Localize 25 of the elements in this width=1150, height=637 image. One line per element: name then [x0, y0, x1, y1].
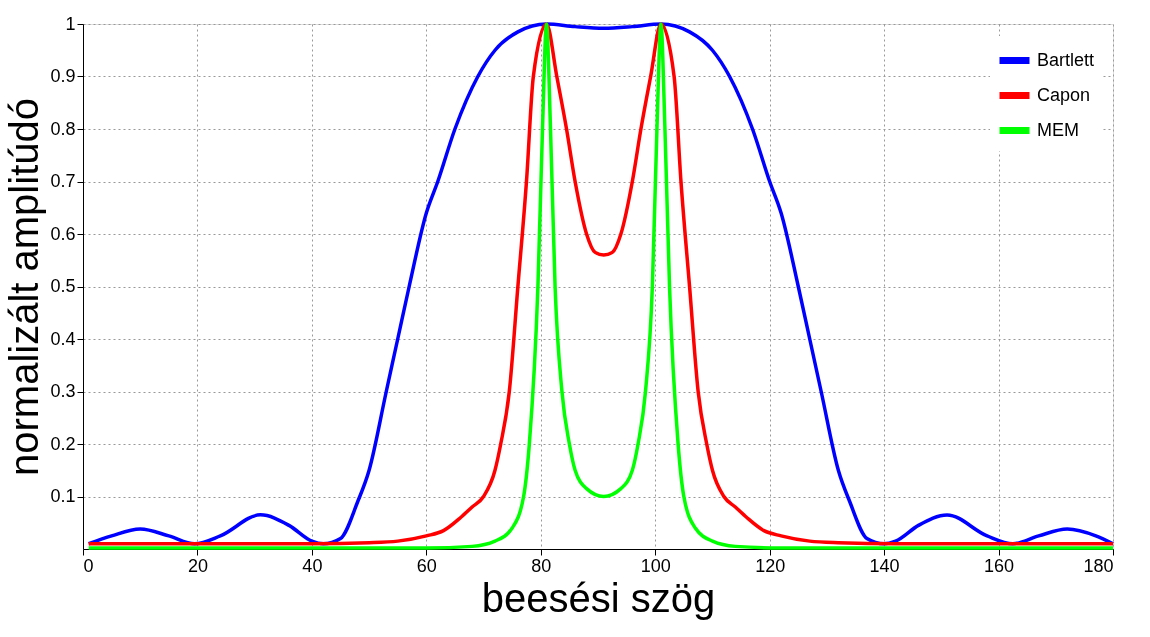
- x-axis-title: beesési szög: [481, 575, 716, 620]
- x-tick-label: 20: [187, 555, 208, 576]
- y-tick-label: 0.8: [50, 118, 76, 139]
- legend-label: MEM: [1037, 119, 1079, 140]
- y-tick-label: 0.1: [50, 486, 76, 506]
- x-tick-label: 0: [83, 555, 94, 576]
- y-axis-title: normalizált amplitúdó: [2, 98, 47, 476]
- x-tick-label: 80: [531, 555, 552, 576]
- x-tick-label: 40: [302, 555, 323, 576]
- x-tick-label: 160: [984, 555, 1015, 576]
- y-tick-label: 1: [65, 13, 76, 34]
- x-tick-label: 180: [1083, 555, 1114, 576]
- legend-label: Bartlett: [1037, 49, 1095, 70]
- y-tick-label: 0.6: [50, 223, 76, 244]
- y-tick-label: 0.3: [50, 381, 76, 401]
- y-tick-label: 0.4: [50, 328, 76, 349]
- legend-label: Capon: [1037, 84, 1091, 105]
- y-tick-label: 0.2: [50, 433, 76, 454]
- y-tick-label: 0.9: [50, 66, 76, 86]
- y-tick-label: 0.5: [50, 276, 76, 296]
- x-tick-label: 120: [755, 555, 786, 576]
- x-tick-label: 60: [416, 555, 437, 576]
- x-tick-label: 100: [640, 555, 671, 576]
- x-tick-label: 140: [869, 555, 900, 576]
- y-tick-label: 0.7: [50, 171, 76, 191]
